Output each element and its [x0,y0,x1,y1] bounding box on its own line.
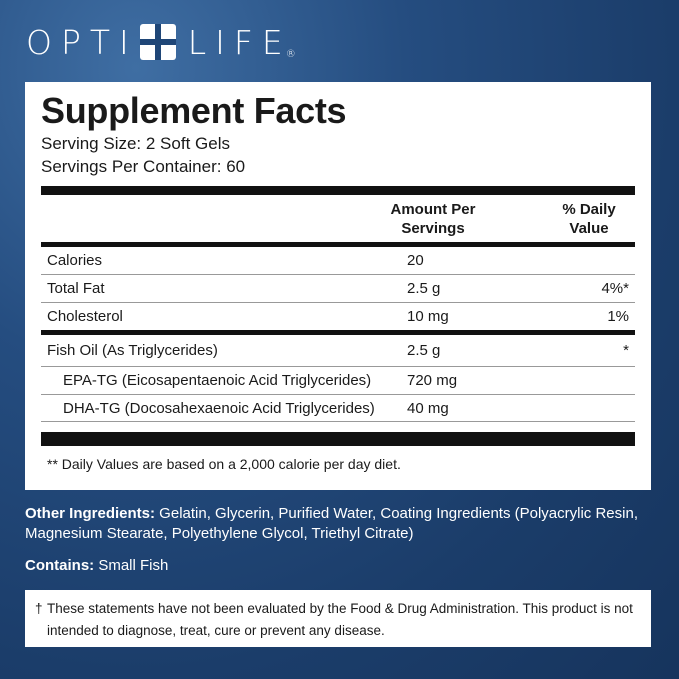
facts-row: Fish Oil (As Triglycerides) 2.5 g * [41,335,635,367]
header-daily-value: % Daily Value [562,200,616,237]
facts-row: DHA-TG (Docosahexaenoic Acid Triglycerid… [41,395,635,422]
daily-value-footnote: ** Daily Values are based on a 2,000 cal… [47,456,401,472]
disclaimer-text: These statements have not been evaluated… [47,601,633,638]
brand-logo: OPTI LIFE ® [26,20,296,64]
other-ingredients-label: Other Ingredients: [25,505,156,522]
facts-row: EPA-TG (Eicosapentaenoic Acid Triglyceri… [41,367,635,395]
cross-icon [139,24,176,60]
facts-header: Amount Per Servings % Daily Value [41,195,635,242]
header-amount: Amount Per Servings [390,200,476,237]
brand-right: LIFE [187,22,292,62]
servings-per-container: Servings Per Container: 60 [41,157,246,176]
other-ingredients: Other Ingredients: Gelatin, Glycerin, Pu… [25,504,655,544]
facts-row: Total Fat 2.5 g 4%* [41,275,635,303]
registered-mark: ® [285,49,296,60]
divider-medium [41,242,635,247]
divider-thick [41,186,635,195]
contains-label: Contains: [25,557,95,574]
supplement-facts-panel: Supplement Facts Serving Size: 2 Soft Ge… [25,82,651,490]
contains: Contains: Small Fish [25,557,168,574]
divider-bottom [41,432,635,446]
fda-disclaimer: † These statements have not been evaluat… [25,590,651,647]
contains-text: Small Fish [94,557,169,574]
facts-row: Calories 20 [41,247,635,275]
panel-title: Supplement Facts [41,90,347,131]
divider-medium [41,330,635,335]
serving-size: Serving Size: 2 Soft Gels [41,134,230,153]
facts-row: Cholesterol 10 mg 1% [47,308,629,325]
brand-left: OPTI [26,22,138,62]
other-ingredients-text: Gelatin, Glycerin, Purified Water, Coati… [25,505,638,542]
dagger-symbol: † [35,601,43,616]
